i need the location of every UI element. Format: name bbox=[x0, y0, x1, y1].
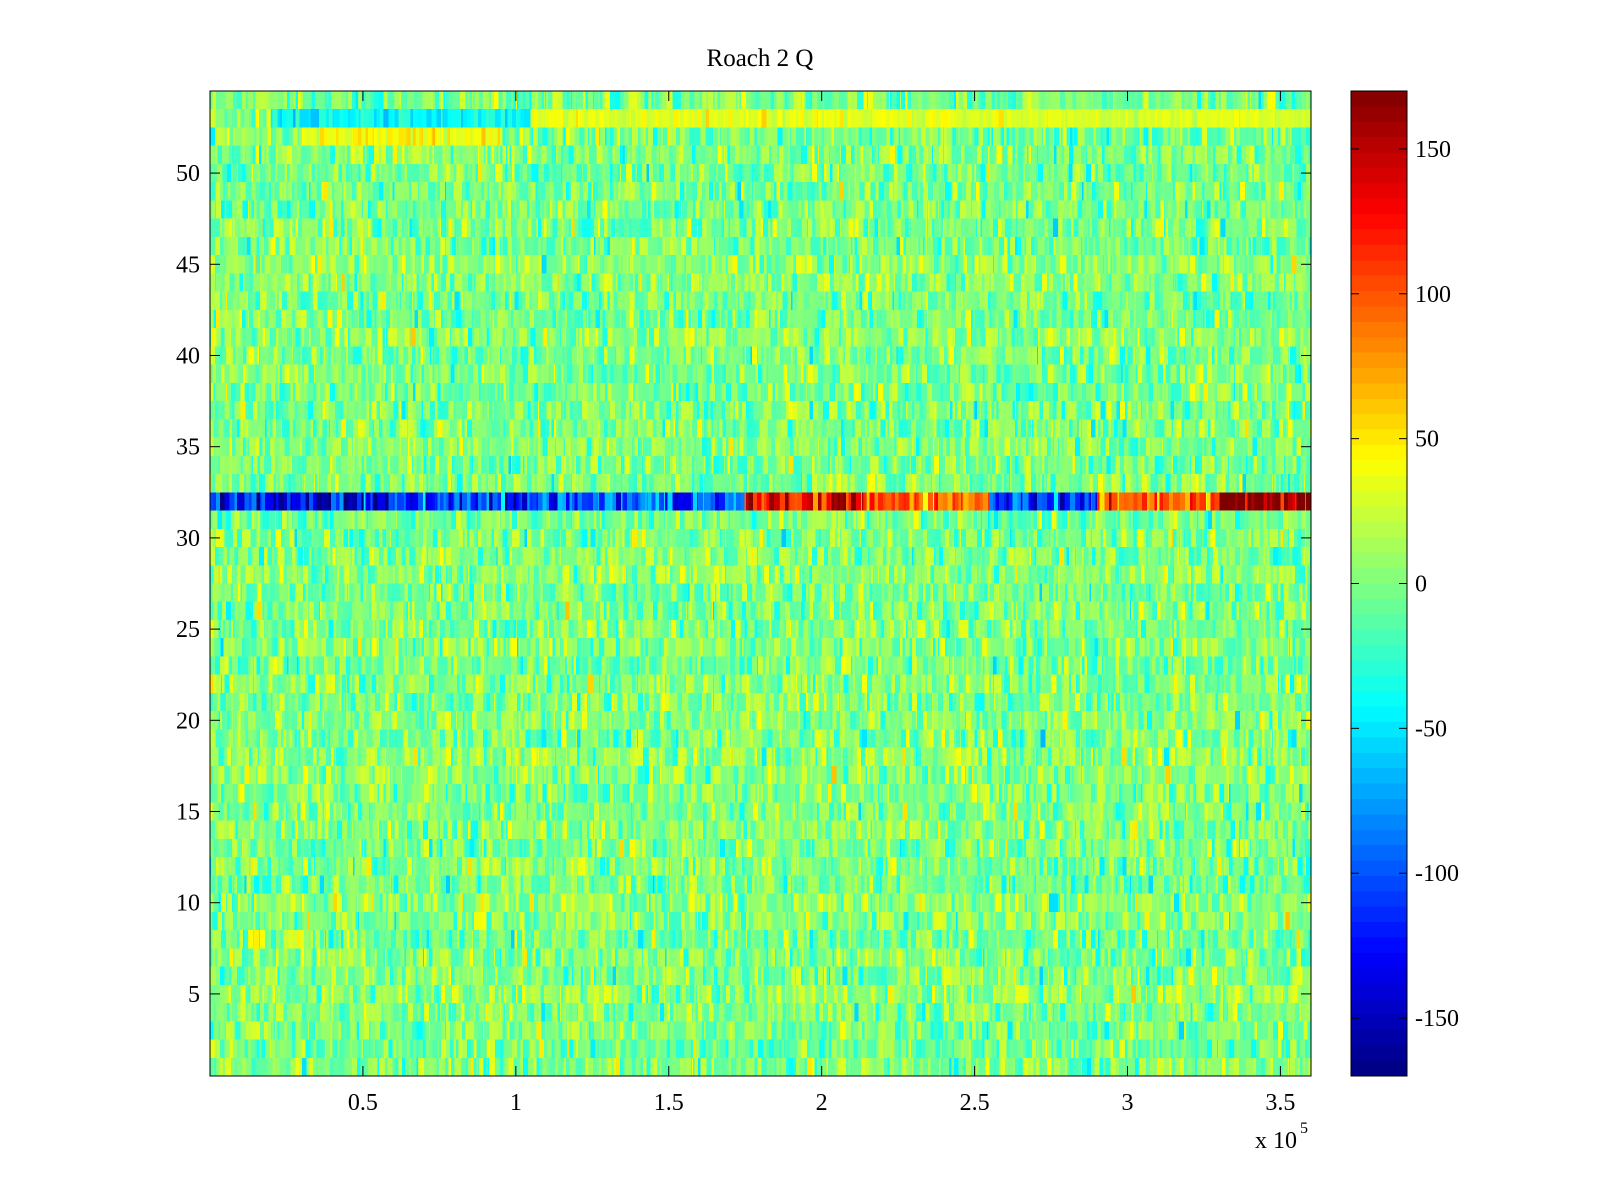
plot-frame bbox=[209, 90, 1312, 1077]
y-tick-label: 25 bbox=[176, 617, 200, 643]
colorbar-tick-label: 50 bbox=[1415, 427, 1439, 453]
colorbar-tick-label: -50 bbox=[1415, 716, 1447, 742]
chart-title: Roach 2 Q bbox=[707, 45, 814, 72]
x-tick-label: 3.5 bbox=[1265, 1090, 1295, 1116]
x-multiplier-exponent: 5 bbox=[1300, 1120, 1308, 1137]
colorbar-tick-label: 150 bbox=[1415, 137, 1451, 163]
x-multiplier: x 10 5 bbox=[1255, 1120, 1308, 1154]
x-tick-label: 3 bbox=[1122, 1090, 1134, 1116]
colorbar-tick-label: -100 bbox=[1415, 861, 1459, 887]
y-tick-label: 15 bbox=[176, 800, 200, 826]
colorbar-frame bbox=[1350, 90, 1408, 1077]
x-tick-label: 1 bbox=[510, 1090, 522, 1116]
y-tick-label: 45 bbox=[176, 252, 200, 278]
colorbar-tick-label: 100 bbox=[1415, 282, 1451, 308]
x-tick-label: 0.5 bbox=[348, 1090, 378, 1116]
x-tick-label: 1.5 bbox=[654, 1090, 684, 1116]
colorbar-axis: 150 100 50 0 -50 -100 -150 bbox=[1351, 137, 1459, 1032]
y-tick-label: 35 bbox=[176, 435, 200, 461]
x-axis: 0.5 1 1.5 2 2.5 3 3.5 bbox=[348, 91, 1295, 1116]
x-tick-label: 2.5 bbox=[960, 1090, 990, 1116]
y-tick-label: 20 bbox=[176, 708, 200, 734]
colorbar-tick-label: -150 bbox=[1415, 1006, 1459, 1032]
heatmap-image bbox=[210, 91, 1311, 1076]
y-tick-label: 5 bbox=[188, 982, 200, 1008]
y-tick-label: 30 bbox=[176, 526, 200, 552]
y-tick-label: 40 bbox=[176, 343, 200, 369]
x-multiplier-label: x 10 bbox=[1255, 1128, 1297, 1154]
y-tick-label: 50 bbox=[176, 161, 200, 187]
colorbar-gradient bbox=[1351, 91, 1407, 1076]
y-tick-label: 10 bbox=[176, 891, 200, 917]
colorbar-tick-label: 0 bbox=[1415, 572, 1427, 598]
y-axis: 5 10 15 20 25 30 35 40 45 50 bbox=[176, 161, 1311, 1008]
x-tick-label: 2 bbox=[816, 1090, 828, 1116]
